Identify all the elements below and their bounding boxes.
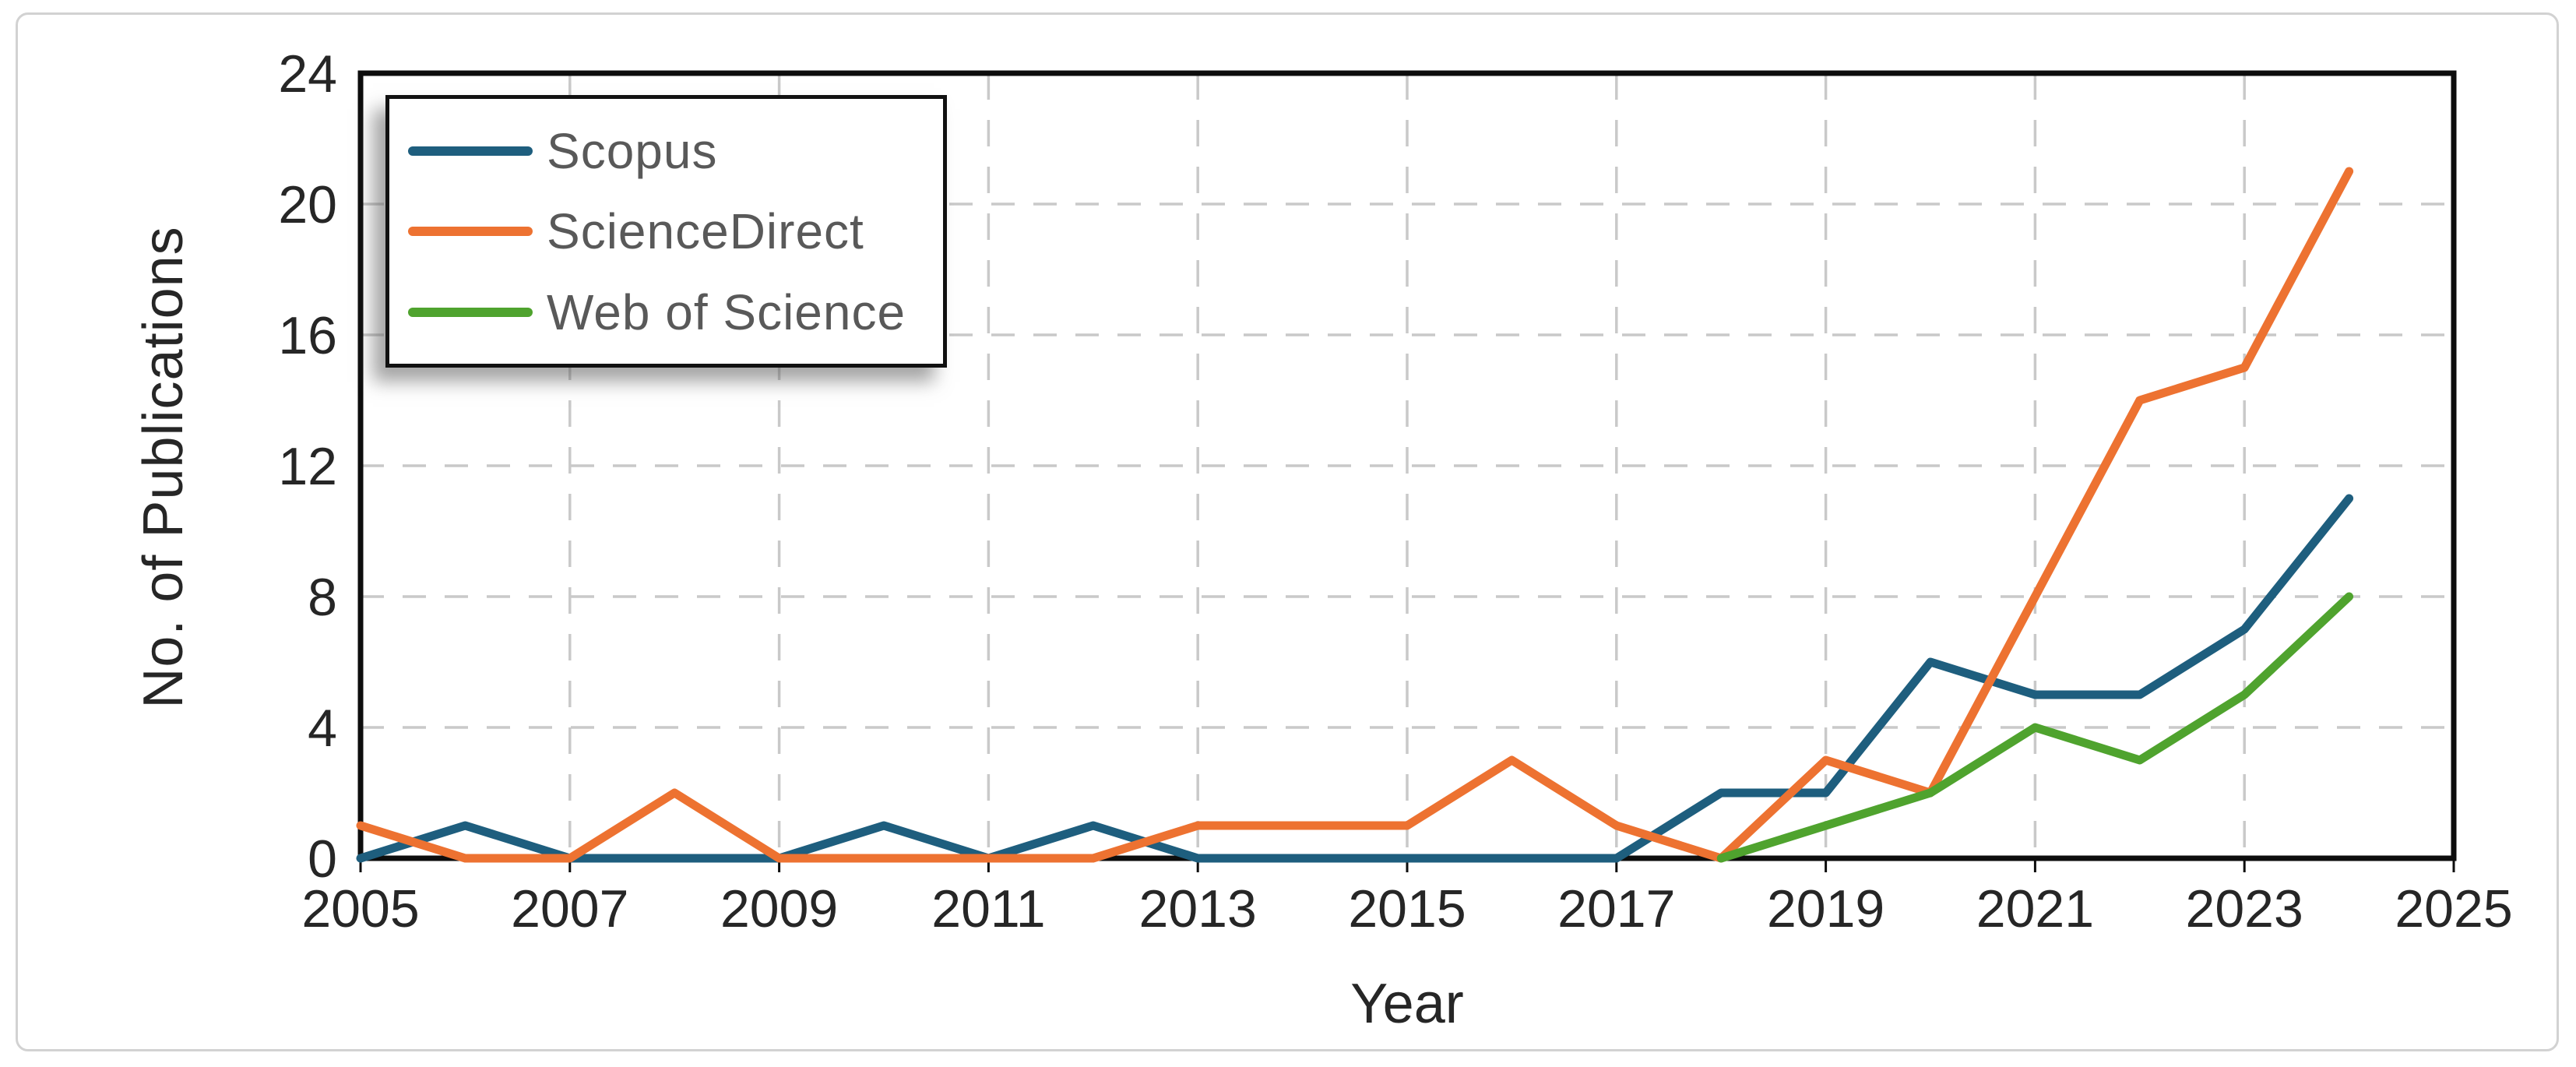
series-layer (356, 167, 2354, 863)
x-tick-label: 2007 (511, 879, 628, 938)
legend-line-sample-web-of-science (408, 307, 533, 317)
x-tick-label: 2017 (1557, 879, 1675, 938)
y-tick-label: 16 (278, 306, 337, 365)
y-axis-title: No. of Publications (132, 226, 195, 709)
legend-line-sample-scopus (408, 146, 533, 156)
x-tick-label: 2015 (1348, 879, 1466, 938)
legend-line-sample-sciencedirect (408, 227, 533, 236)
y-tick-label: 20 (278, 175, 337, 234)
legend-label: Web of Science (547, 283, 906, 340)
legend-box: Scopus ScienceDirect Web of Science (385, 95, 947, 368)
x-axis-title: Year (1350, 973, 1464, 1035)
x-tick-label: 2023 (2186, 879, 2303, 938)
x-tick-label: 2009 (720, 879, 838, 938)
x-tick-label: 2019 (1767, 879, 1884, 938)
legend-item-scopus: Scopus (408, 122, 943, 180)
y-tick-label: 8 (308, 568, 337, 627)
x-tick-label: 2013 (1139, 879, 1257, 938)
y-tick-label: 4 (308, 699, 337, 758)
x-tick-label: 2005 (301, 879, 419, 938)
y-tick-label: 24 (278, 44, 337, 104)
y-tick-label: 0 (308, 829, 337, 889)
y-tick-label: 12 (278, 437, 337, 496)
series-line-scopus (356, 494, 2354, 863)
legend-item-web-of-science: Web of Science (408, 283, 943, 341)
x-tick-label: 2025 (2395, 879, 2512, 938)
series-line-sciencedirect (356, 167, 2354, 863)
series-line-web-of-science (1716, 592, 2354, 863)
legend-item-sciencedirect: ScienceDirect (408, 202, 943, 260)
tick-label-layer: 2005 2007 2009 2011 2013 2015 2017 2019 2021 2023… (278, 44, 2512, 938)
x-tick-label: 2011 (931, 879, 1045, 938)
x-tick-label: 2021 (1976, 879, 2094, 938)
legend-label: ScienceDirect (547, 203, 864, 259)
legend-label: Scopus (547, 122, 718, 179)
